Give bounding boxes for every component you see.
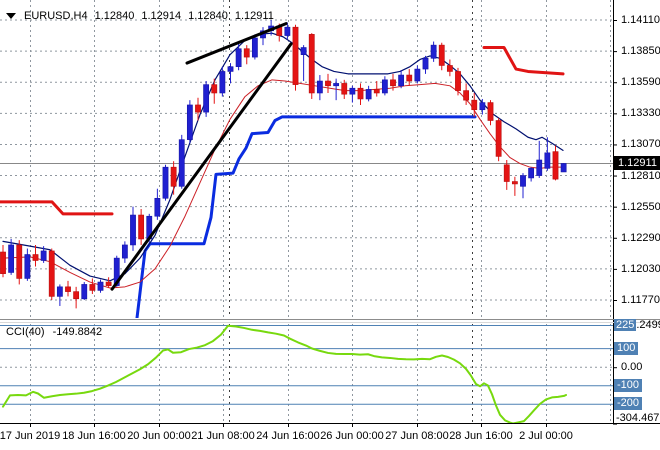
- current-price-badge: 1.12911: [613, 156, 660, 170]
- time-axis-label: 28 Jun 16:00: [449, 430, 513, 442]
- cci-panel: [0, 324, 613, 423]
- price-axis-label: 1.13850: [621, 45, 660, 58]
- indicator-header: CCI(40) -149.8842: [6, 326, 107, 338]
- grid: [0, 0, 613, 423]
- price-axis-label: 1.12550: [621, 200, 660, 213]
- price-axis-label: 1.12290: [621, 231, 660, 244]
- ohlc-low: 1.12840: [188, 10, 228, 22]
- ohlc-close: 1.12911: [234, 10, 274, 22]
- cci-level-100-badge: 100: [614, 342, 639, 355]
- price-axis-label: 1.13330: [621, 107, 660, 120]
- price-axis-label: 1.12030: [621, 262, 660, 275]
- cci-max-label: 225.2499: [614, 319, 660, 332]
- cci-level-m100-badge: -100: [614, 379, 643, 392]
- cci-zero-label: 0.00: [621, 361, 643, 373]
- time-axis-label: 27 Jun 08:00: [385, 430, 449, 442]
- time-axis-label: 18 Jun 16:00: [62, 430, 126, 442]
- chart-menu-icon[interactable]: [6, 13, 16, 19]
- time-axis-label: 21 Jun 08:00: [191, 430, 255, 442]
- ohlc-high: 1.12914: [141, 10, 182, 22]
- time-axis-label: 26 Jun 00:00: [320, 430, 384, 442]
- price-axis-label: 1.13590: [621, 76, 660, 89]
- candles-layer: [0, 20, 567, 309]
- scale-ticks: [30, 20, 617, 427]
- ohlc-open: 1.12840: [94, 10, 135, 22]
- borders: [0, 0, 660, 424]
- time-axis-label: 20 Jun 00:00: [127, 430, 191, 442]
- indicator-name-label: CCI(40): [6, 326, 45, 338]
- cci-level-225-badge: 225: [614, 319, 637, 331]
- trendlines: [110, 22, 293, 291]
- chart-header: EURUSD,H4 1.12840 1.12914 1.12840 1.1291…: [6, 10, 281, 22]
- price-axis-label: 1.11770: [621, 293, 660, 306]
- time-axis-label: 2 Jul 00:00: [519, 430, 573, 442]
- price-axis-label: 1.13070: [621, 138, 660, 151]
- cci-level-m200-badge: -200: [614, 397, 643, 410]
- price-axis-label: 1.14110: [621, 14, 660, 26]
- price-axis-label: 1.12810: [621, 169, 660, 182]
- time-axis-label: 24 Jun 16:00: [256, 430, 320, 442]
- time-axis-label: 17 Jun 2019: [0, 430, 61, 442]
- indicator-value-label: -149.8842: [52, 326, 103, 338]
- symbol-period-label: EURUSD,H4: [24, 10, 88, 22]
- cci-max-rest: .2499: [636, 319, 660, 331]
